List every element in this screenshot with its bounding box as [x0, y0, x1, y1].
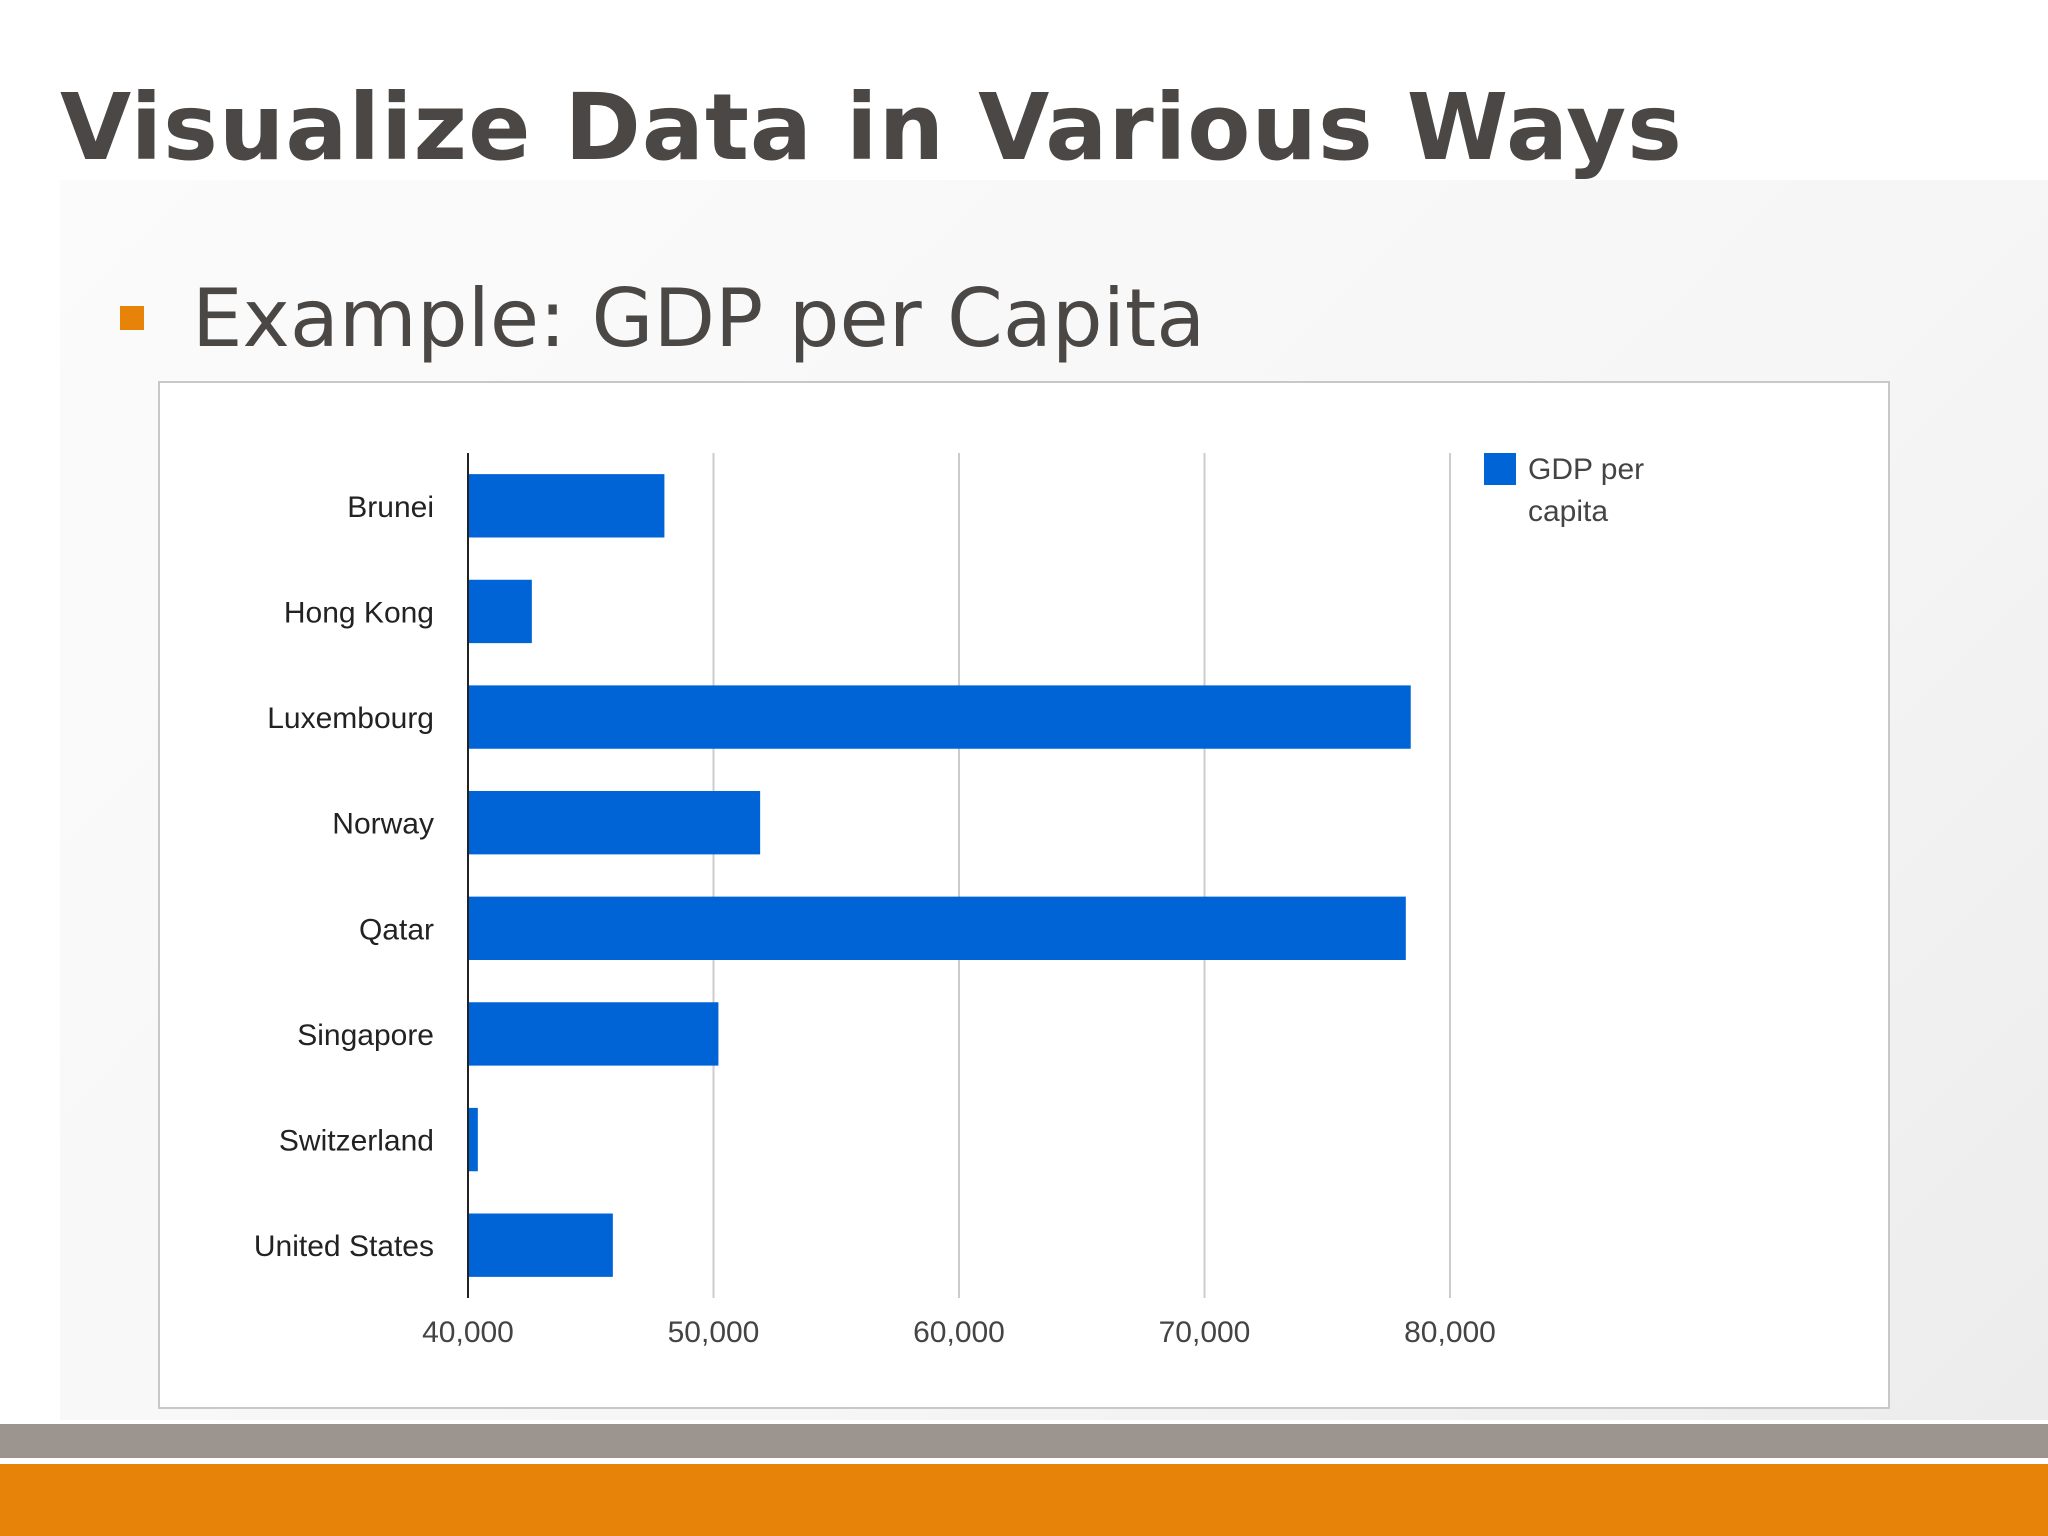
bar	[468, 896, 1406, 960]
chart-frame: Brunei Hong Kong Luxembourg Norway Qatar Sing…	[158, 381, 1890, 1409]
gdp-bar-chart: Brunei Hong Kong Luxembourg Norway Qatar Sing…	[254, 453, 1644, 1349]
grid-lines	[712, 453, 1451, 1298]
x-tick-label: 50,000	[668, 1316, 760, 1349]
bullet-text: Example: GDP per Capita	[192, 272, 1206, 365]
slide-title: Visualize Data in Various Ways	[60, 74, 1683, 181]
bar	[468, 1002, 719, 1066]
category-label: Singapore	[297, 1019, 434, 1052]
bar	[468, 791, 761, 855]
legend-label: capita	[1528, 495, 1608, 528]
category-label: Brunei	[347, 491, 434, 524]
category-label: Hong Kong	[284, 596, 434, 629]
bar	[468, 579, 532, 644]
bar	[468, 685, 1411, 749]
footer-divider	[0, 1458, 2048, 1464]
x-tick-label: 40,000	[422, 1316, 514, 1349]
category-label: Qatar	[359, 913, 434, 946]
legend: GDP per capita	[1484, 453, 1644, 528]
x-tick-labels: 40,000 50,000 60,000 70,000 80,000	[422, 1316, 1496, 1349]
category-label: United States	[254, 1230, 434, 1263]
bars	[468, 474, 1411, 1277]
x-tick-label: 80,000	[1404, 1316, 1496, 1349]
bar	[468, 1107, 478, 1172]
category-label: Luxembourg	[267, 702, 434, 735]
x-tick-label: 60,000	[913, 1316, 1005, 1349]
category-label: Norway	[332, 808, 434, 841]
bar	[468, 474, 665, 538]
bar	[468, 1213, 613, 1277]
legend-swatch	[1484, 453, 1516, 485]
legend-label: GDP per	[1528, 453, 1644, 486]
category-labels: Brunei Hong Kong Luxembourg Norway Qatar Sing…	[254, 491, 434, 1263]
footer-gray-band	[0, 1424, 2048, 1458]
category-label: Switzerland	[279, 1125, 434, 1158]
x-tick-label: 70,000	[1159, 1316, 1251, 1349]
footer-orange-band	[0, 1464, 2048, 1536]
bullet-marker	[120, 306, 144, 330]
